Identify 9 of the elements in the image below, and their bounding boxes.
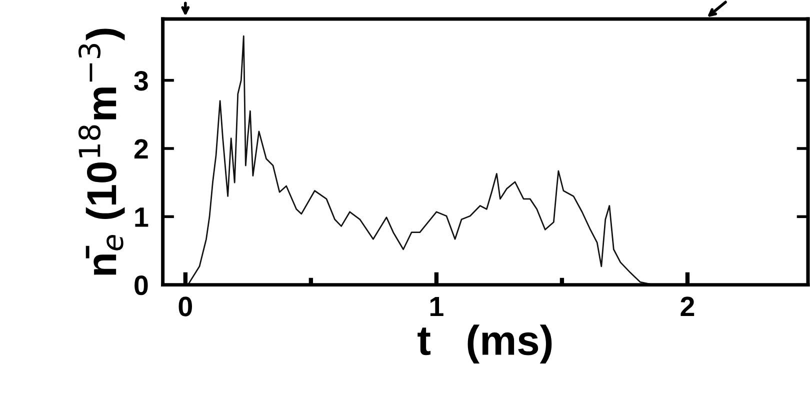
y-tick-label: 1 bbox=[135, 208, 148, 227]
y-tick-label: 3 bbox=[134, 71, 148, 91]
y-tick-label: 2 bbox=[134, 139, 148, 159]
x-tick-label: 2 bbox=[680, 296, 694, 316]
y-tick-label: 0 bbox=[134, 275, 148, 296]
x-tick-label: 0 bbox=[178, 296, 192, 316]
x-tick-label: 1 bbox=[430, 296, 444, 316]
x-axis-title: t (ms) bbox=[418, 324, 552, 364]
y-axis-title: n̄$_{e}$ (10$^{18}$m$^{−3}$) bbox=[78, 28, 125, 275]
